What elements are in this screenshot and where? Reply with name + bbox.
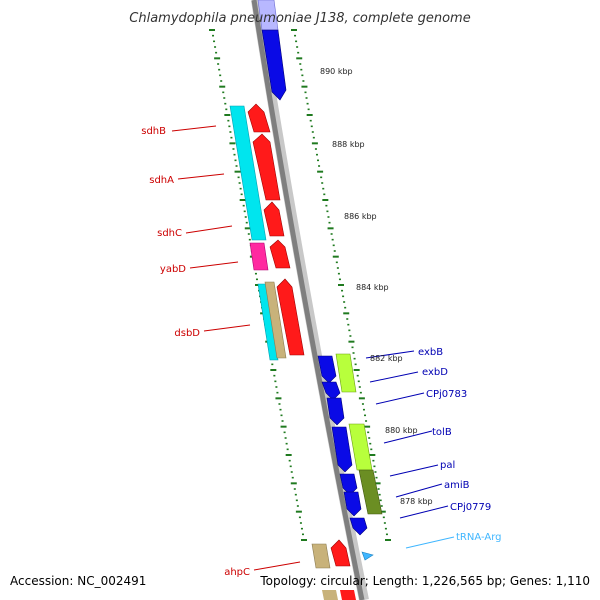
yabD-gene-block[interactable] <box>249 242 269 271</box>
gene-label-CPj0779[interactable]: CPj0779 <box>450 502 491 513</box>
right-gene-labels: exbB exbD CPj0783 tolB pal amiB CPj0779 … <box>418 347 501 543</box>
CPj0779-gene-arrow[interactable] <box>349 517 368 536</box>
yabD-leader <box>189 261 239 269</box>
ahpC-tan-block[interactable] <box>311 543 331 569</box>
gene-label-ahpC[interactable]: ahpC <box>224 567 250 578</box>
gene-label-sdhA[interactable]: sdhA <box>149 175 174 186</box>
kbp-label-880: 880 kbp <box>385 426 418 435</box>
bottom-tan-block <box>322 590 338 600</box>
sdhC-leader <box>185 225 233 234</box>
gene-label-amiB[interactable]: amiB <box>444 480 470 491</box>
left-features <box>229 103 356 600</box>
pal-leader <box>389 464 439 477</box>
CPj0783-leader <box>375 392 425 405</box>
gene-label-sdhB[interactable]: sdhB <box>141 126 166 137</box>
exbD-leader <box>369 371 419 383</box>
tolB-gene-arrow[interactable] <box>331 426 353 473</box>
topology-text: Topology: circular; Length: 1,226,565 bp… <box>259 574 590 588</box>
gene-label-exbB[interactable]: exbB <box>418 347 443 358</box>
dsbD-leader <box>203 324 251 332</box>
gene-label-pal[interactable]: pal <box>440 460 455 471</box>
scale-labels: 890 kbp 888 kbp 886 kbp 884 kbp 882 kbp … <box>320 67 433 506</box>
genome-backbone <box>251 0 365 600</box>
sdhA-gene-arrow[interactable] <box>252 133 281 201</box>
dsbD-gene-arrow[interactable] <box>276 278 305 356</box>
bottom-red-block <box>340 590 356 600</box>
tolB-green-block[interactable] <box>348 423 373 471</box>
left-gene-labels: sdhB sdhA sdhC yabD dsbD ahpC <box>141 126 250 578</box>
sdhC-gene-arrow[interactable] <box>263 201 285 237</box>
sdhA-leader <box>177 173 225 180</box>
pal-gene-arrow[interactable] <box>339 473 358 496</box>
top-gene-arrow[interactable] <box>261 29 287 101</box>
kbp-label-884: 884 kbp <box>356 283 389 292</box>
exbB-leader <box>365 350 415 359</box>
tRNA-Arg-leader <box>405 536 455 549</box>
kbp-label-890: 890 kbp <box>320 67 353 76</box>
gene-label-exbD[interactable]: exbD <box>422 367 448 378</box>
feature-sdhB-track <box>229 105 267 241</box>
right-features <box>257 0 383 561</box>
gene-label-tRNA-Arg[interactable]: tRNA-Arg <box>456 532 501 543</box>
amiB-leader <box>395 483 443 498</box>
tolB-leader <box>383 430 433 444</box>
sdhB-gene-arrow[interactable] <box>247 103 271 133</box>
CPj0779-leader <box>399 505 449 519</box>
ahpC-leader <box>253 561 301 571</box>
gene-label-sdhC[interactable]: sdhC <box>157 228 182 239</box>
exbB-green-block[interactable] <box>335 353 357 393</box>
kbp-label-888: 888 kbp <box>332 140 365 149</box>
exbB-gene-arrow[interactable] <box>317 355 337 384</box>
ahpC-gene-arrow[interactable] <box>330 539 351 567</box>
sdhB-leader <box>171 125 217 132</box>
exbD-gene-arrow[interactable] <box>321 381 341 401</box>
leader-lines <box>171 125 455 571</box>
dsbD-tan-block[interactable] <box>264 281 287 359</box>
gene-label-tolB[interactable]: tolB <box>432 427 452 438</box>
accession-text: Accession: NC_002491 <box>10 574 146 588</box>
tRNA-Arg-feature[interactable] <box>361 551 374 561</box>
gene-label-dsbD[interactable]: dsbD <box>174 328 200 339</box>
kbp-label-886: 886 kbp <box>344 212 377 221</box>
CPj0783-gene-arrow[interactable] <box>326 397 345 426</box>
kbp-label-882: 882 kbp <box>370 354 403 363</box>
yabD-gene-arrow[interactable] <box>269 239 291 269</box>
gene-label-CPj0783[interactable]: CPj0783 <box>426 389 467 400</box>
map-title: Chlamydophila pneumoniae J138, complete … <box>129 11 470 26</box>
amiB-olive-block[interactable] <box>358 469 383 515</box>
gene-label-yabD[interactable]: yabD <box>160 264 186 275</box>
dsbD-cyan-block[interactable] <box>257 283 279 361</box>
kbp-label-878: 878 kbp <box>400 497 433 506</box>
tick-tracks <box>209 29 391 541</box>
amiB-gene-arrow[interactable] <box>343 491 362 517</box>
